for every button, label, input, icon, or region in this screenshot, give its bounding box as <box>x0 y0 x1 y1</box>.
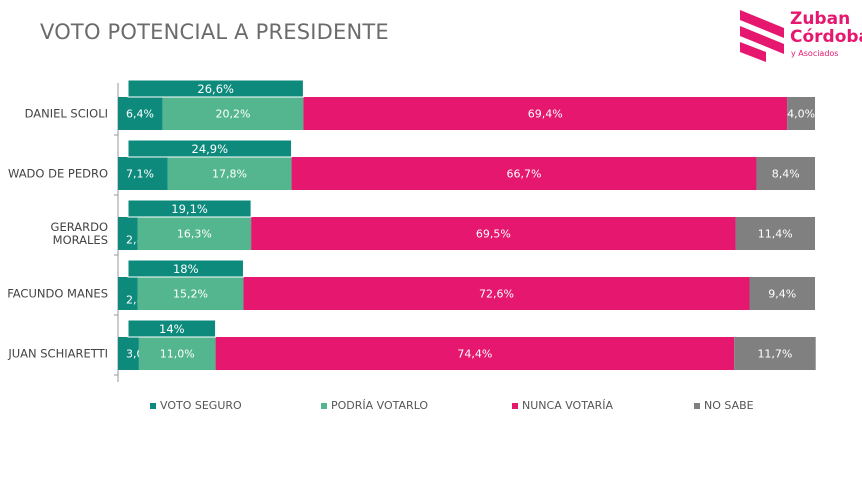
bar-segment <box>303 97 788 130</box>
logo-line1: Zuban <box>790 9 851 29</box>
bar-segment <box>756 157 815 190</box>
bar-segment <box>734 337 816 370</box>
legend-item-no-sabe: NO SABE <box>694 399 754 412</box>
stacked-bar-chart: DANIEL SCIOLI 6,4% 20,2% 69,4% 4,0% 26,6% WADO… <box>7 79 816 382</box>
data-label: 6,4% <box>126 108 154 121</box>
category-label: JUAN SCHIARETTI <box>7 347 108 361</box>
bar-segment <box>251 217 736 250</box>
logo-line2: Córdoba <box>790 27 862 47</box>
data-label: 11,4% <box>758 228 793 241</box>
bar-segment <box>118 217 138 250</box>
data-label: 72,6% <box>479 288 514 301</box>
bar-segment <box>162 97 304 130</box>
potential-total-label: 14% <box>159 322 185 336</box>
data-label: 17,8% <box>212 168 247 181</box>
bar-segment <box>243 277 750 310</box>
category-label: GERARDO MORALES <box>51 220 108 247</box>
potential-total-badge <box>127 319 217 338</box>
bar-segment <box>735 217 815 250</box>
potential-total-label: 19,1% <box>171 202 208 216</box>
legend-swatch <box>512 402 518 409</box>
bar-segment <box>118 97 163 130</box>
potential-total-label: 26,6% <box>197 82 234 96</box>
chart-title: VOTO POTENCIAL A PRESIDENTE <box>40 20 389 44</box>
potential-total-label: 24,9% <box>192 142 229 156</box>
data-label: 69,5% <box>476 228 511 241</box>
legend-swatch <box>694 402 700 409</box>
potential-total-badge <box>127 199 252 218</box>
data-label: 4,0% <box>787 108 815 121</box>
data-label: 8,4% <box>772 168 800 181</box>
logo-subtitle: y Asociados <box>791 49 839 58</box>
data-label: 7,1% <box>126 168 154 181</box>
potential-total-badge <box>127 79 304 98</box>
potential-total-label: 18% <box>173 262 199 276</box>
bar-segment <box>118 277 138 310</box>
bar-segment <box>138 337 216 370</box>
legend-item-podria-votarlo: PODRÍA VOTARLO <box>321 399 428 412</box>
legend-label: NUNCA VOTARÍA <box>522 399 614 412</box>
data-label: 66,7% <box>507 168 542 181</box>
data-label: 15,2% <box>173 288 208 301</box>
bar-segment <box>291 157 757 190</box>
potential-total-badge <box>127 139 293 158</box>
bar-segment <box>118 337 139 370</box>
legend-swatch <box>150 402 156 409</box>
bar-segment <box>167 157 292 190</box>
bar-segment <box>118 157 168 190</box>
data-label: 9,4% <box>768 288 796 301</box>
category-label: DANIEL SCIOLI <box>25 107 108 121</box>
bar-segment <box>787 97 815 130</box>
data-label: 20,2% <box>216 108 251 121</box>
zuban-cordoba-logo: Zuban Córdoba y Asociados <box>736 6 862 64</box>
category-label: WADO DE PEDRO <box>8 167 108 181</box>
bar-segment <box>215 337 735 370</box>
legend-label: VOTO SEGURO <box>160 399 242 412</box>
category-label: FACUNDO MANES <box>7 287 108 301</box>
legend-label: PODRÍA VOTARLO <box>331 399 429 412</box>
logo-wordmark: Zuban Córdoba <box>790 10 862 46</box>
legend-label: NO SABE <box>704 399 754 412</box>
data-label: 16,3% <box>177 228 212 241</box>
legend-item-voto-seguro: VOTO SEGURO <box>150 399 242 412</box>
data-label: 11,0% <box>160 348 195 361</box>
bar-segment <box>137 277 244 310</box>
bar-segment <box>137 217 252 250</box>
bar-segment <box>749 277 815 310</box>
data-label: 74,4% <box>457 348 492 361</box>
legend-swatch <box>321 402 327 409</box>
data-label: 11,7% <box>757 348 792 361</box>
potential-total-badge <box>127 259 244 278</box>
legend-item-nunca-votaria: NUNCA VOTARÍA <box>512 399 613 412</box>
logo-mark-icon <box>740 10 784 62</box>
data-label: 69,4% <box>528 108 563 121</box>
